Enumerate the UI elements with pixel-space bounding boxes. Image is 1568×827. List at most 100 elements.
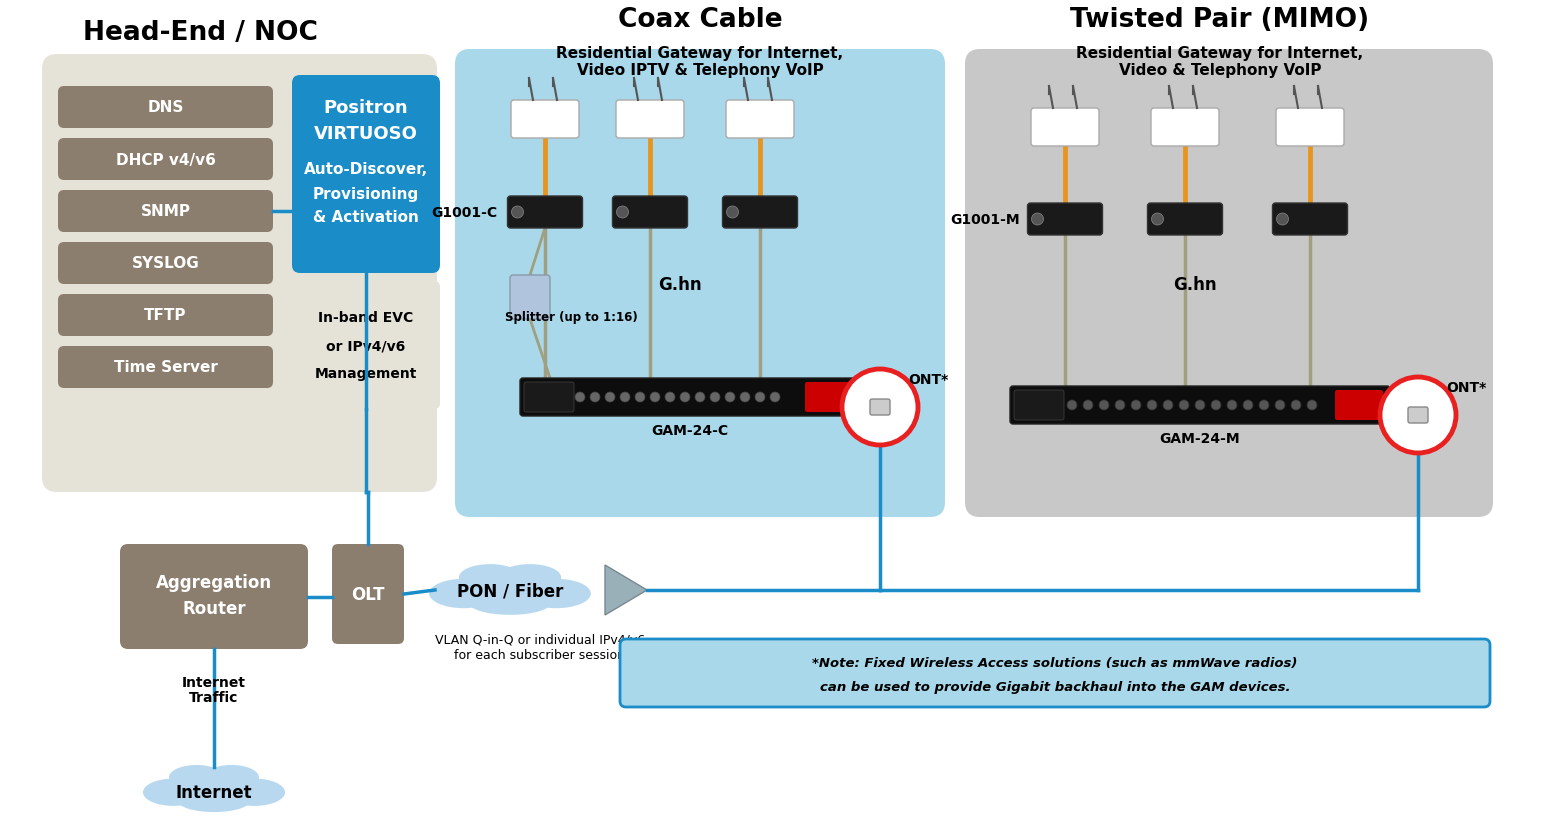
FancyBboxPatch shape <box>58 139 273 181</box>
Text: In-band EVC: In-band EVC <box>318 310 414 324</box>
Text: DHCP v4/v6: DHCP v4/v6 <box>116 152 215 167</box>
Text: G.hn: G.hn <box>659 275 702 294</box>
FancyBboxPatch shape <box>616 101 684 139</box>
Circle shape <box>740 393 750 403</box>
Circle shape <box>710 393 720 403</box>
Circle shape <box>1179 400 1189 410</box>
Text: DNS: DNS <box>147 100 183 115</box>
Text: Twisted Pair (MIMO): Twisted Pair (MIMO) <box>1071 7 1369 33</box>
Circle shape <box>1131 400 1142 410</box>
Circle shape <box>635 393 644 403</box>
Text: ONT*: ONT* <box>908 372 949 386</box>
Text: Aggregation: Aggregation <box>155 574 273 592</box>
Ellipse shape <box>522 579 591 609</box>
Circle shape <box>651 393 660 403</box>
FancyBboxPatch shape <box>1276 109 1344 147</box>
Text: Provisioning: Provisioning <box>314 186 419 201</box>
FancyBboxPatch shape <box>58 87 273 129</box>
Text: Video IPTV & Telephony VoIP: Video IPTV & Telephony VoIP <box>577 62 823 78</box>
Text: OLT: OLT <box>351 586 384 603</box>
FancyBboxPatch shape <box>42 55 437 492</box>
Ellipse shape <box>204 765 259 790</box>
Ellipse shape <box>464 567 555 606</box>
Polygon shape <box>605 566 648 615</box>
FancyBboxPatch shape <box>723 197 798 229</box>
Circle shape <box>575 393 585 403</box>
Text: G1001-M: G1001-M <box>950 213 1021 227</box>
Circle shape <box>605 393 615 403</box>
Ellipse shape <box>469 590 552 615</box>
Text: for each subscriber session: for each subscriber session <box>455 648 626 662</box>
Text: VIRTUOSO: VIRTUOSO <box>314 125 419 143</box>
FancyBboxPatch shape <box>455 50 946 518</box>
FancyBboxPatch shape <box>292 76 441 274</box>
Circle shape <box>1148 400 1157 410</box>
FancyBboxPatch shape <box>292 282 441 409</box>
Text: Management: Management <box>315 366 417 380</box>
Circle shape <box>724 393 735 403</box>
Text: *Note: Fixed Wireless Access solutions (such as mmWave radios): *Note: Fixed Wireless Access solutions (… <box>812 657 1298 670</box>
FancyBboxPatch shape <box>870 399 891 415</box>
Text: PON / Fiber: PON / Fiber <box>456 581 563 600</box>
Text: & Activation: & Activation <box>314 210 419 225</box>
Text: Residential Gateway for Internet,: Residential Gateway for Internet, <box>1077 45 1364 60</box>
Circle shape <box>1290 400 1301 410</box>
Text: Head-End / NOC: Head-End / NOC <box>83 20 317 46</box>
Circle shape <box>1259 400 1269 410</box>
Text: ONT*: ONT* <box>1446 380 1486 394</box>
FancyBboxPatch shape <box>1014 390 1065 420</box>
Text: or IPv4/v6: or IPv4/v6 <box>326 338 406 352</box>
Text: TFTP: TFTP <box>144 308 187 323</box>
FancyBboxPatch shape <box>613 197 687 229</box>
Text: Coax Cable: Coax Cable <box>618 7 782 33</box>
FancyBboxPatch shape <box>1010 386 1389 424</box>
FancyBboxPatch shape <box>1273 203 1347 236</box>
Text: SNMP: SNMP <box>141 204 190 219</box>
FancyBboxPatch shape <box>511 101 579 139</box>
Circle shape <box>1163 400 1173 410</box>
Text: Traffic: Traffic <box>190 691 238 704</box>
Ellipse shape <box>174 768 254 804</box>
Circle shape <box>756 393 765 403</box>
Text: Router: Router <box>182 600 246 618</box>
Text: can be used to provide Gigabit backhaul into the GAM devices.: can be used to provide Gigabit backhaul … <box>820 681 1290 693</box>
Ellipse shape <box>143 779 204 806</box>
FancyBboxPatch shape <box>1151 109 1218 147</box>
Text: GAM-24-M: GAM-24-M <box>1160 432 1240 446</box>
Text: Positron: Positron <box>323 99 408 117</box>
Circle shape <box>842 370 917 446</box>
Circle shape <box>665 393 674 403</box>
FancyBboxPatch shape <box>58 347 273 389</box>
FancyBboxPatch shape <box>1408 408 1428 423</box>
Circle shape <box>681 393 690 403</box>
FancyBboxPatch shape <box>726 101 793 139</box>
Circle shape <box>1083 400 1093 410</box>
FancyBboxPatch shape <box>1027 203 1102 236</box>
Text: Time Server: Time Server <box>113 360 218 375</box>
Circle shape <box>1228 400 1237 410</box>
Circle shape <box>1210 400 1221 410</box>
Circle shape <box>1243 400 1253 410</box>
Ellipse shape <box>169 765 224 790</box>
Text: G1001-C: G1001-C <box>431 206 497 220</box>
Circle shape <box>1276 213 1289 226</box>
Ellipse shape <box>499 564 561 591</box>
FancyBboxPatch shape <box>58 191 273 232</box>
FancyBboxPatch shape <box>1148 203 1223 236</box>
Text: Internet: Internet <box>182 675 246 689</box>
Circle shape <box>770 393 779 403</box>
FancyBboxPatch shape <box>508 197 582 229</box>
FancyBboxPatch shape <box>804 383 853 413</box>
Circle shape <box>1308 400 1317 410</box>
Circle shape <box>590 393 601 403</box>
FancyBboxPatch shape <box>524 383 574 413</box>
Circle shape <box>1151 213 1163 226</box>
Circle shape <box>1066 400 1077 410</box>
FancyBboxPatch shape <box>121 544 307 649</box>
FancyBboxPatch shape <box>510 275 550 319</box>
FancyBboxPatch shape <box>1334 390 1383 420</box>
Text: VLAN Q-in-Q or individual IPv4/v6: VLAN Q-in-Q or individual IPv4/v6 <box>434 633 644 646</box>
Circle shape <box>1099 400 1109 410</box>
Ellipse shape <box>177 789 251 812</box>
Text: G.hn: G.hn <box>1173 275 1217 294</box>
